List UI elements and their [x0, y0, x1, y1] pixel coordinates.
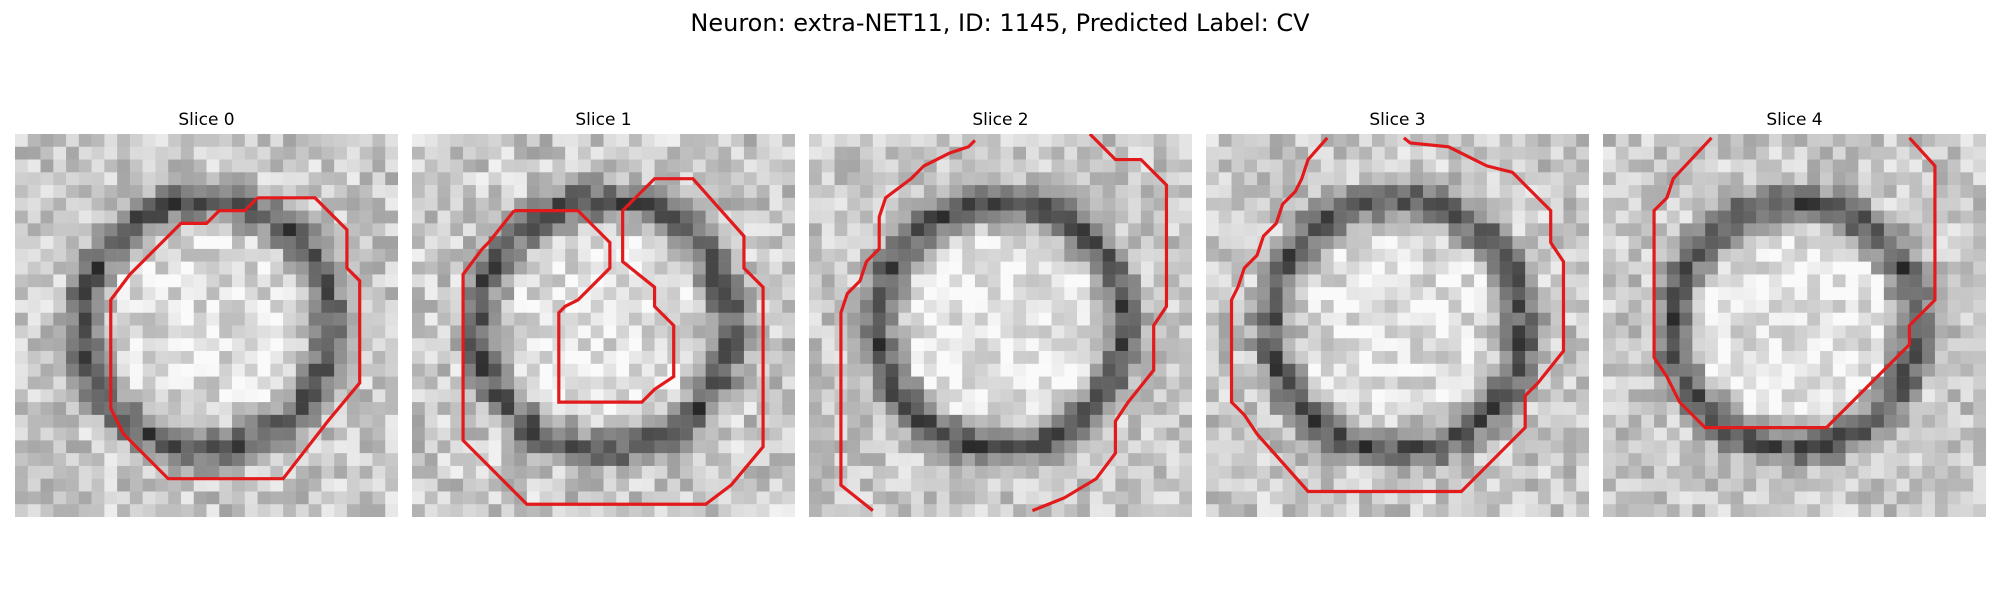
- slice-image-4: [1603, 134, 1986, 517]
- slice-image-0: [15, 134, 398, 517]
- slice-panel-4: Slice 4: [1603, 110, 1986, 517]
- slice-image-2: [809, 134, 1192, 517]
- slice-title-1: Slice 1: [575, 110, 632, 130]
- segmentation-contour-3: [1229, 136, 1566, 494]
- slice-title-2: Slice 2: [972, 110, 1029, 130]
- slice-image-1: [412, 134, 795, 517]
- segmentation-contour-4: [1652, 136, 1937, 430]
- slice-panel-1: Slice 1: [412, 110, 795, 517]
- segmentation-contour-2b: [1031, 134, 1169, 513]
- slice-title-4: Slice 4: [1766, 110, 1823, 130]
- slice-image-3: [1206, 134, 1589, 517]
- figure-title: Neuron: extra-NET11, ID: 1145, Predicted…: [690, 9, 1310, 37]
- segmentation-contour-1: [461, 177, 765, 506]
- segmentation-contour-2: [839, 139, 977, 512]
- segmentation-contour-0: [109, 196, 362, 481]
- slice-title-3: Slice 3: [1369, 110, 1426, 130]
- slice-title-0: Slice 0: [178, 110, 235, 130]
- slice-panel-0: Slice 0: [15, 110, 398, 517]
- slice-panel-2: Slice 2: [809, 110, 1192, 517]
- slice-panel-3: Slice 3: [1206, 110, 1589, 517]
